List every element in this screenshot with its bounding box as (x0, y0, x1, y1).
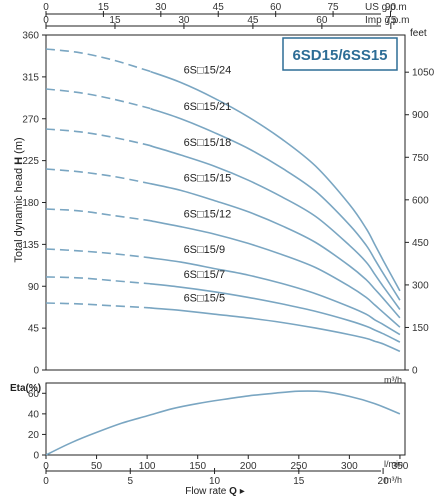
curve-label: 6S□15/9 (184, 244, 226, 256)
y-axis-label: Total dynamic head H (m) (13, 137, 25, 262)
m3h-unit: m³/h (384, 475, 402, 485)
y-tick-label: 225 (22, 156, 39, 167)
lpm-tick-label: 350 (392, 461, 409, 472)
head-chart-frame: 0 45 90 135 180 225 270 315 360 0 150 300 450 600 750 9… (22, 31, 434, 377)
curve-label: 6S□15/21 (184, 101, 232, 113)
m3h-tick-label: 10 (209, 476, 221, 487)
curve-label: 6S□15/5 (184, 292, 226, 304)
right-tick-label: 1050 (412, 68, 435, 79)
curve-dashed-1 (45, 48, 152, 73)
y-tick-label: 135 (22, 240, 39, 251)
curve-label: 6S□15/24 (184, 64, 232, 76)
lpm-tick-label: 50 (91, 461, 103, 472)
eta-y-tick-label: 0 (33, 451, 39, 462)
m3h-tick-label: 5 (127, 476, 133, 487)
us-gpm-tick-label: 15 (98, 2, 110, 13)
lpm-tick-label: 150 (189, 461, 206, 472)
lpm-unit: l/min (384, 459, 403, 469)
curve-dashed-3 (45, 128, 152, 147)
eta-y-tick-label: 40 (28, 409, 40, 420)
chart-title: 6SD15/6SS15 (292, 47, 387, 64)
imp-gpm-tick-label: 75 (385, 15, 397, 26)
right-tick-label: 450 (412, 238, 429, 249)
eta-plot-border (45, 382, 406, 456)
curve-8 (150, 307, 401, 353)
y-tick-label: 315 (22, 72, 39, 83)
right-tick-label: 900 (412, 110, 429, 121)
us-gpm-tick-label: 75 (328, 2, 340, 13)
right-tick-label: 150 (412, 323, 429, 334)
right-tick-label: 300 (412, 280, 429, 291)
imp-gpm-unit: Imp g.p.m (365, 15, 409, 26)
right-tick-label: 0 (412, 366, 418, 377)
curve-6 (150, 257, 401, 336)
right-axis-label: feet (410, 28, 427, 39)
right-tick-label: 750 (412, 153, 429, 164)
lpm-tick-label: 100 (139, 461, 156, 472)
curve-labels: 6S□15/24 6S□15/21 6S□15/18 6S□15/15 6S□15/12… (184, 64, 232, 304)
m3h-tick-label: 0 (43, 476, 49, 487)
flow-rate-label: Flow rate Q ▸ (185, 486, 245, 497)
y-tick-label: 180 (22, 198, 39, 209)
curve-dashed-6 (45, 248, 152, 259)
us-gpm-unit: US g.p.m (365, 2, 407, 13)
us-gpm-tick-label: 90 (385, 2, 397, 13)
curve-label: 6S□15/15 (184, 172, 232, 184)
y-tick-label: 90 (28, 282, 40, 293)
imp-gpm-tick-label: 30 (178, 15, 190, 26)
imp-gpm-tick-label: 15 (109, 15, 121, 26)
lpm-tick-label: 0 (43, 461, 49, 472)
lpm-tick-label: 300 (341, 461, 358, 472)
curve-2 (150, 107, 401, 301)
eta-chart-frame: 0 20 40 60 (28, 382, 406, 462)
eta-axis-label: Eta(%) (10, 383, 41, 394)
eta-y-tick-label: 20 (28, 430, 40, 441)
y-tick-label: 45 (28, 324, 40, 335)
curve-dashed-2 (45, 88, 152, 110)
lpm-tick-label: 200 (240, 461, 257, 472)
chart-title-box: 6SD15/6SS15 (282, 37, 398, 71)
us-gpm-tick-label: 60 (270, 2, 282, 13)
y-tick-label: 360 (22, 31, 39, 42)
us-gpm-tick-label: 45 (213, 2, 225, 13)
curve-label: 6S□15/18 (184, 137, 232, 149)
us-gpm-tick-label: 0 (43, 2, 49, 13)
y-tick-label: 0 (33, 366, 39, 377)
curve-dashed-7 (45, 276, 152, 285)
imp-gpm-tick-label: 45 (247, 15, 259, 26)
eta-y-tick-label: 60 (28, 389, 40, 400)
head-plot-border (45, 34, 406, 371)
lpm-tick-label: 250 (290, 461, 307, 472)
curve-label: 6S□15/12 (184, 209, 232, 221)
us-gpm-tick-label: 30 (155, 2, 167, 13)
imp-gpm-tick-label: 60 (316, 15, 328, 26)
curve-label: 6S□15/7 (184, 269, 226, 281)
m3h-tick-label: 15 (293, 476, 305, 487)
y-tick-label: 270 (22, 114, 39, 125)
curve-dashed-4 (45, 168, 152, 185)
right-tick-label: 600 (412, 195, 429, 206)
curve-3 (150, 145, 401, 310)
curve-4 (150, 182, 401, 319)
imp-gpm-tick-label: 0 (43, 15, 49, 26)
curve-dashed-5 (45, 208, 152, 222)
main-m3h-unit: m³/h (384, 375, 402, 385)
curve-7 (150, 283, 401, 343)
head-curves (45, 48, 401, 353)
eta-curve (45, 390, 401, 456)
curve-1 (150, 70, 401, 292)
eta-line (45, 390, 401, 456)
m3h-tick-label: 20 (378, 476, 390, 487)
curve-5 (150, 220, 401, 328)
curve-dashed-8 (45, 302, 152, 309)
